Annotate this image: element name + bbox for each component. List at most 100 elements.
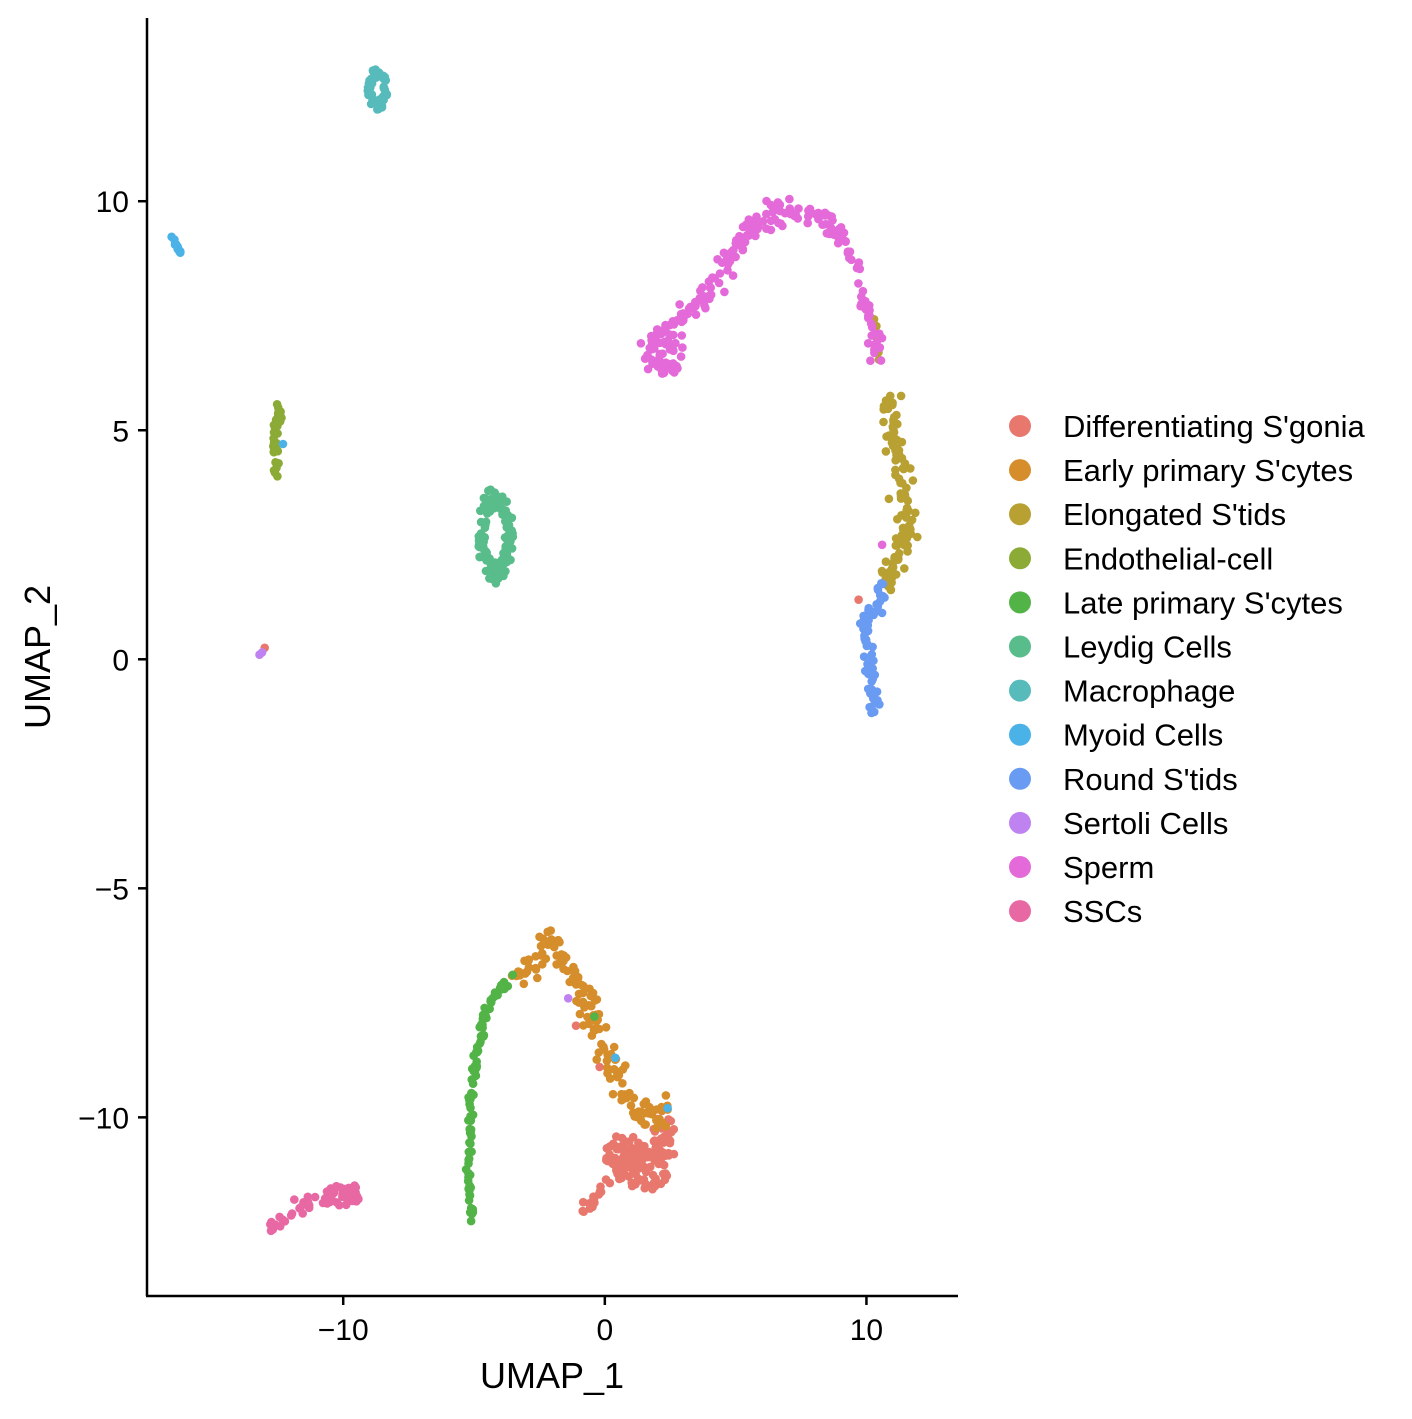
data-point — [603, 1050, 612, 1059]
x-tick-label: 0 — [596, 1314, 613, 1347]
data-point — [643, 350, 652, 360]
data-point — [859, 611, 868, 621]
data-point — [891, 435, 901, 445]
data-point — [612, 1067, 621, 1076]
legend-key — [1009, 503, 1031, 526]
data-point — [902, 483, 911, 493]
data-point — [482, 1013, 491, 1023]
data-point — [605, 1074, 615, 1083]
data-point — [559, 964, 568, 974]
data-point — [766, 200, 776, 210]
data-point — [573, 973, 583, 983]
data-point — [472, 1047, 481, 1057]
data-point — [803, 218, 812, 228]
data-point — [590, 1012, 599, 1021]
points-layer — [167, 65, 922, 1236]
data-point — [773, 198, 783, 207]
data-point — [649, 1179, 658, 1189]
legend-item: Differentiating S'gonia — [1009, 409, 1366, 444]
y-tick-label: −5 — [95, 873, 129, 906]
data-point — [257, 648, 267, 657]
data-point — [465, 1181, 474, 1191]
data-point — [467, 1075, 477, 1084]
data-point — [466, 1139, 475, 1148]
data-point — [466, 1216, 476, 1226]
legend-key — [1009, 856, 1031, 878]
data-point — [886, 585, 896, 595]
data-point — [881, 447, 891, 456]
data-point — [913, 532, 922, 542]
data-point — [555, 937, 564, 947]
legend-label: Round S'tids — [1063, 762, 1238, 797]
data-point — [676, 352, 686, 361]
data-point — [465, 1124, 475, 1134]
data-point — [653, 1143, 663, 1152]
data-point — [536, 941, 546, 951]
data-point — [644, 1109, 654, 1118]
data-point — [744, 215, 754, 224]
data-point — [620, 1090, 629, 1099]
data-point — [557, 950, 566, 959]
data-point — [592, 1055, 601, 1064]
data-point — [290, 1195, 299, 1204]
data-point — [866, 319, 876, 328]
data-point — [372, 69, 381, 78]
data-point — [656, 1151, 666, 1161]
legend-label: Endothelial-cell — [1063, 541, 1273, 576]
data-point — [860, 666, 870, 676]
data-point — [728, 271, 738, 280]
data-point — [818, 220, 827, 229]
data-point — [335, 1200, 344, 1210]
data-point — [754, 222, 763, 231]
data-point — [367, 74, 376, 83]
data-point — [785, 194, 794, 204]
data-point — [627, 1181, 637, 1191]
data-point — [649, 1137, 659, 1146]
data-point — [364, 90, 373, 100]
data-point — [347, 1184, 357, 1194]
data-point — [845, 253, 854, 263]
data-point — [738, 222, 748, 232]
data-point — [617, 1133, 627, 1143]
data-point — [886, 391, 895, 401]
series-9 — [255, 648, 573, 1003]
data-point — [861, 301, 871, 311]
data-point — [606, 1141, 615, 1151]
data-point — [889, 417, 898, 427]
data-point — [499, 977, 509, 987]
legend-label: Myoid Cells — [1063, 718, 1223, 753]
legend-item: Sertoli Cells — [1009, 806, 1228, 841]
legend-label: SSCs — [1063, 894, 1142, 929]
data-point — [490, 503, 499, 513]
data-point — [547, 938, 556, 948]
legend-item: Sperm — [1009, 850, 1154, 885]
series-11 — [266, 1181, 363, 1236]
legend-item: Round S'tids — [1009, 762, 1238, 797]
data-point — [310, 1192, 320, 1202]
data-point — [633, 1174, 643, 1183]
data-point — [466, 1203, 476, 1213]
data-point — [535, 932, 544, 942]
data-point — [595, 1187, 605, 1196]
data-point — [496, 985, 506, 994]
data-point — [563, 994, 573, 1003]
data-point — [878, 568, 887, 577]
y-tick-label: 10 — [96, 186, 129, 219]
data-point — [896, 478, 905, 488]
data-point — [661, 1091, 671, 1100]
data-point — [875, 590, 885, 600]
data-point — [608, 1089, 618, 1099]
data-point — [671, 338, 680, 348]
data-point — [870, 329, 880, 339]
data-point — [661, 1169, 670, 1178]
data-point — [646, 1162, 655, 1172]
data-point — [641, 1120, 650, 1129]
data-point — [531, 965, 541, 974]
data-point — [837, 232, 847, 241]
data-point — [803, 212, 813, 221]
data-point — [303, 1192, 313, 1202]
data-point — [820, 208, 830, 218]
data-point — [479, 544, 489, 554]
data-point — [605, 1178, 615, 1188]
legend-item: Leydig Cells — [1009, 630, 1232, 665]
